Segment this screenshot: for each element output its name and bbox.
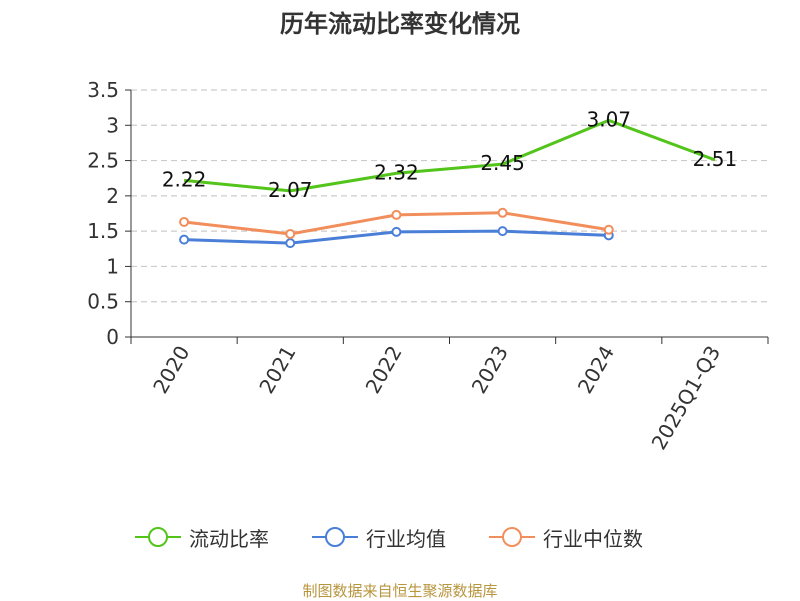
x-tick-label: 2023 <box>467 342 513 398</box>
chart-title: 历年流动比率变化情况 <box>280 10 520 38</box>
y-tick-label: 3.5 <box>87 78 119 102</box>
series-0 <box>183 118 716 193</box>
data-point <box>285 238 296 249</box>
legend-marker-industry-median <box>489 527 535 547</box>
data-point <box>391 209 402 220</box>
legend-item-industry-mean[interactable]: 行业均值 <box>310 522 446 552</box>
legend-marker-current-ratio <box>135 527 181 547</box>
series-line <box>183 118 716 193</box>
data-label: 2.51 <box>693 147 738 171</box>
line-chart: 0 0.5 1 1.5 2 2.5 3 3.5 2020 2021 2022 2023 2024 2025… <box>87 78 769 454</box>
data-point <box>179 234 190 245</box>
data-label: 2.22 <box>162 167 207 191</box>
legend-label-industry-mean: 行业均值 <box>366 526 446 551</box>
data-point <box>391 226 402 237</box>
data-label: 2.07 <box>268 178 313 202</box>
data-point <box>603 224 614 235</box>
y-tick-label: 0 <box>106 325 119 349</box>
data-point <box>179 216 190 227</box>
data-label: 2.32 <box>374 160 419 184</box>
y-tick-label: 1.5 <box>87 219 119 243</box>
x-tick-label: 2024 <box>573 342 619 398</box>
series-lines <box>179 118 716 249</box>
legend-marker-industry-mean <box>312 527 358 547</box>
x-tick-label: 2020 <box>148 342 194 398</box>
data-labels: 2.22 2.07 2.32 2.45 3.07 2.51 <box>162 107 737 202</box>
source-note: 制图数据来自恒生聚源数据库 <box>302 582 498 600</box>
data-point <box>497 226 508 237</box>
y-tick-label: 2 <box>106 184 119 208</box>
legend-item-current-ratio[interactable]: 流动比率 <box>133 522 269 552</box>
x-tick-label: 2025Q1-Q3 <box>647 342 726 454</box>
legend-item-industry-median[interactable]: 行业中位数 <box>487 522 643 552</box>
legend-label-industry-median: 行业中位数 <box>543 526 643 551</box>
series-2 <box>179 207 614 239</box>
y-tick-label: 1 <box>106 254 119 278</box>
data-label: 2.45 <box>480 151 525 175</box>
y-tick-label: 2.5 <box>87 149 119 173</box>
x-tick-label: 2021 <box>254 342 300 398</box>
data-label: 3.07 <box>586 107 631 131</box>
legend-label-current-ratio: 流动比率 <box>189 526 269 551</box>
data-point <box>497 207 508 218</box>
y-tick-label: 3 <box>106 113 119 137</box>
grid-lines <box>131 89 768 303</box>
x-tick-label: 2022 <box>361 342 407 398</box>
data-point <box>285 228 296 239</box>
y-tick-label: 0.5 <box>87 290 119 314</box>
legend: 流动比率 行业均值 行业中位数 <box>0 522 800 552</box>
